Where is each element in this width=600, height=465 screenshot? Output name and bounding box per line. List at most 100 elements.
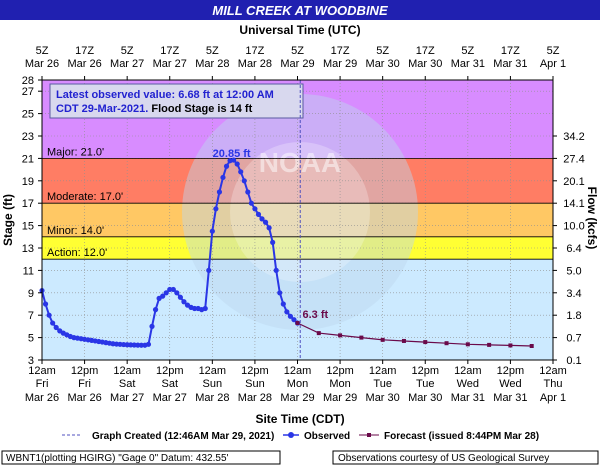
- top-tick-time: 5Z: [461, 45, 474, 57]
- forecast-line: [297, 322, 532, 347]
- band-minor: [42, 203, 553, 237]
- x-tick-day: Thu: [544, 378, 563, 390]
- flow-tick-label: 27.4: [563, 153, 584, 165]
- x-tick-time: 12pm: [497, 365, 525, 377]
- x-tick-date: Mar 31: [493, 392, 527, 404]
- x-tick-time: 12pm: [71, 365, 99, 377]
- observed-point: [220, 174, 226, 181]
- forecast-point: [508, 343, 513, 348]
- forecast-point: [487, 342, 492, 347]
- x-tick-time: 12pm: [241, 365, 269, 377]
- forecast-point: [316, 331, 321, 336]
- top-tick-time: 5Z: [376, 45, 389, 57]
- observed-point: [245, 189, 251, 195]
- y-tick-label: 5: [28, 333, 34, 345]
- observed-point: [213, 206, 219, 212]
- flow-tick-label: 14.1: [563, 198, 584, 210]
- chart-title: MILL CREEK AT WOODBINE: [212, 3, 388, 18]
- x-tick-time: 12am: [28, 365, 56, 377]
- top-tick-time: 17Z: [75, 45, 94, 57]
- x-tick-time: 12pm: [326, 365, 354, 377]
- x-tick-time: 12am: [454, 365, 482, 377]
- forecast-point: [465, 342, 470, 347]
- x-tick-time: 12pm: [411, 365, 439, 377]
- observed-point: [46, 312, 52, 318]
- footer-left-box: [1, 450, 281, 465]
- top-tick-time: 17Z: [245, 45, 264, 57]
- observed-point: [170, 286, 176, 293]
- y-tick-label: 3: [28, 355, 34, 367]
- top-tick-time: 5Z: [36, 45, 49, 57]
- forecast-point: [423, 340, 428, 345]
- observed-point: [216, 189, 223, 195]
- observed-point: [50, 320, 56, 326]
- observed-point: [255, 211, 262, 217]
- observed-point: [234, 161, 240, 167]
- y-tick-label: 15: [22, 221, 34, 233]
- observed-point: [206, 267, 212, 273]
- x-tick-date: Mar 29: [323, 392, 357, 404]
- observed-point: [277, 290, 283, 296]
- observed-point: [160, 293, 166, 299]
- y-tick-label: 7: [28, 310, 34, 322]
- observed-point: [209, 228, 215, 234]
- observed-point: [266, 225, 272, 231]
- x-tick-time: 12am: [199, 365, 227, 377]
- x-tick-day: Sat: [161, 378, 178, 390]
- flow-tick-label: 6.4: [566, 243, 581, 255]
- observed-point: [181, 299, 187, 305]
- y-tick-label: 13: [22, 243, 34, 255]
- observed-point: [270, 239, 276, 245]
- observed-point: [231, 157, 237, 163]
- forecast-point: [444, 341, 449, 346]
- y-tick-label: 17: [22, 198, 34, 210]
- y-tick-label: 27: [22, 86, 34, 98]
- observed-point: [287, 313, 294, 319]
- forecast-point: [338, 333, 343, 338]
- latest-observation-date: CDT 29-Mar-2021.: [56, 103, 148, 115]
- legend-forecast-marker: [367, 433, 371, 437]
- x-tick-date: Mar 27: [110, 392, 144, 404]
- x-tick-time: 12pm: [156, 365, 184, 377]
- x-tick-date: Mar 27: [153, 392, 187, 404]
- x-tick-time: 12am: [113, 365, 141, 377]
- footer-right-box: [332, 450, 599, 465]
- observed-point: [174, 290, 180, 296]
- top-tick-time: 17Z: [416, 45, 435, 57]
- observed-point: [241, 178, 247, 184]
- x-tick-day: Wed: [457, 378, 479, 390]
- marker-layer: 20.85 ft 6.3 ft: [39, 148, 534, 348]
- flow-tick-label: 5.0: [566, 265, 581, 277]
- top-tick-date: Mar 26: [67, 58, 101, 70]
- x-tick-day: Tue: [416, 378, 435, 390]
- top-tick-date: Mar 27: [110, 58, 144, 70]
- x-tick-day: Mon: [287, 378, 308, 390]
- top-tick-date: Mar 28: [238, 58, 272, 70]
- observed-point: [152, 307, 159, 313]
- x-axis-label: Site Time (CDT): [255, 412, 344, 426]
- observed-point: [202, 305, 208, 312]
- forecast-point: [380, 337, 385, 342]
- top-tick-time: 17Z: [501, 45, 520, 57]
- latest-observation-line1: Latest observed value: 6.68 ft at 12:00 …: [56, 89, 274, 101]
- y-tick-label: 9: [28, 288, 34, 300]
- grid-lines: [42, 80, 553, 360]
- top-tick-time: 5Z: [291, 45, 304, 57]
- top-tick-date: Apr 1: [540, 58, 566, 70]
- band-label-action: Action: 12.0': [47, 247, 107, 259]
- x-tick-date: Mar 30: [408, 392, 442, 404]
- latest-value-label: 6.3 ft: [303, 309, 329, 321]
- top-tick-time: 5Z: [206, 45, 219, 57]
- top-tick-time: 17Z: [331, 45, 350, 57]
- y-tick-label: 21: [22, 153, 34, 165]
- y-tick-label: 11: [23, 265, 34, 277]
- x-tick-time: 12am: [539, 365, 567, 377]
- y-axis-right-label: Flow (kcfs): [585, 187, 599, 250]
- svg-text:CDT 29-Mar-2021. Flood Stage i: CDT 29-Mar-2021. Flood Stage is 14 ft: [56, 103, 253, 115]
- observed-point: [53, 324, 59, 331]
- observed-point: [177, 294, 183, 300]
- observed-point: [248, 200, 254, 206]
